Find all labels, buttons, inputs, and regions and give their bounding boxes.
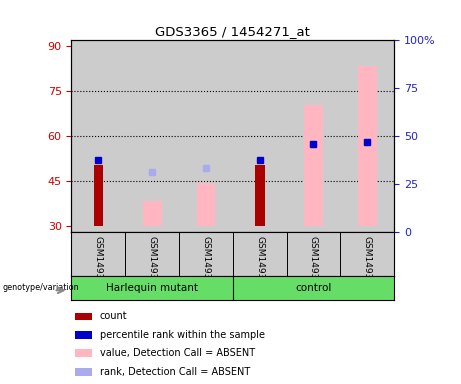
Text: GSM149360: GSM149360 xyxy=(94,236,103,291)
Bar xyxy=(71,40,125,232)
Bar xyxy=(94,165,103,226)
Text: GSM149365: GSM149365 xyxy=(363,236,372,291)
Text: value, Detection Call = ABSENT: value, Detection Call = ABSENT xyxy=(100,348,255,358)
Text: control: control xyxy=(296,283,331,293)
Bar xyxy=(358,66,377,226)
Bar xyxy=(125,40,179,232)
Text: percentile rank within the sample: percentile rank within the sample xyxy=(100,330,265,340)
Title: GDS3365 / 1454271_at: GDS3365 / 1454271_at xyxy=(155,25,310,38)
Bar xyxy=(287,40,340,232)
Text: rank, Detection Call = ABSENT: rank, Detection Call = ABSENT xyxy=(100,367,250,377)
Bar xyxy=(196,183,215,226)
Bar xyxy=(143,201,161,226)
Text: GSM149363: GSM149363 xyxy=(255,236,264,291)
Text: count: count xyxy=(100,311,127,321)
Text: GSM149364: GSM149364 xyxy=(309,236,318,291)
FancyBboxPatch shape xyxy=(75,368,92,376)
FancyBboxPatch shape xyxy=(75,313,92,320)
Text: GSM149362: GSM149362 xyxy=(201,236,210,291)
Bar xyxy=(179,40,233,232)
Bar xyxy=(340,40,394,232)
FancyBboxPatch shape xyxy=(75,349,92,357)
Text: genotype/variation: genotype/variation xyxy=(2,283,79,292)
Bar xyxy=(255,165,265,226)
Bar xyxy=(233,40,287,232)
Text: Harlequin mutant: Harlequin mutant xyxy=(106,283,198,293)
Bar xyxy=(304,105,323,226)
Text: GSM149361: GSM149361 xyxy=(148,236,157,291)
FancyBboxPatch shape xyxy=(75,331,92,339)
